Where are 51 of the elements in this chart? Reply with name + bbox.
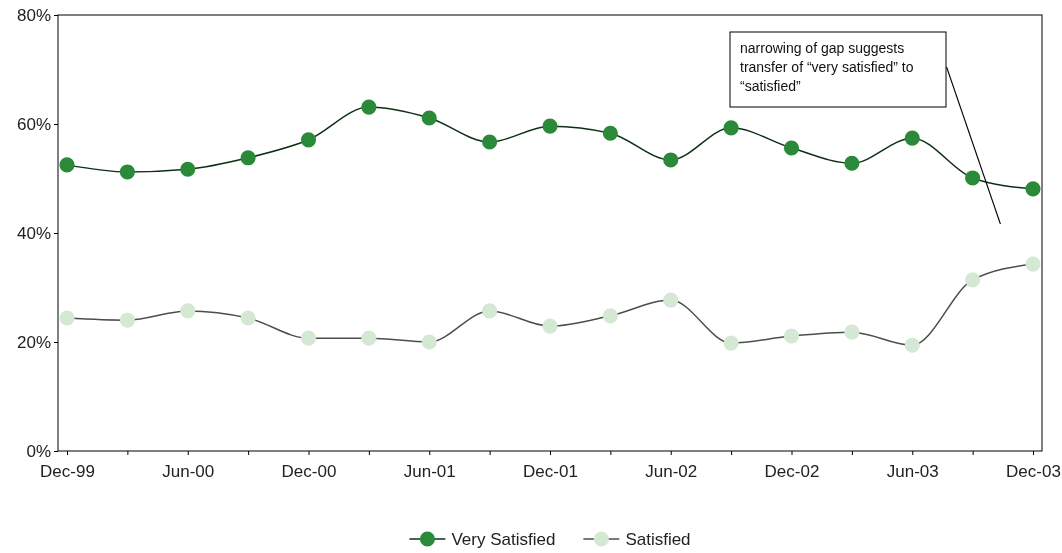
point [965,170,981,186]
point [240,150,256,166]
point [361,330,377,346]
point [723,120,739,136]
point [421,334,437,350]
x-tick-label: Dec-99 [40,461,95,481]
y-tick-label: 80% [16,5,51,25]
point [421,110,437,126]
y-tick-label: 60% [16,114,51,134]
point [482,134,498,150]
point [663,292,679,308]
y-tick-label: 20% [16,332,51,352]
x-tick-label: Dec-03 [1006,461,1061,481]
point [180,161,196,177]
point [844,324,860,340]
x-tick-label: Jun-00 [162,461,215,481]
point [602,308,618,324]
point [904,337,920,353]
point [663,152,679,168]
point [482,303,498,319]
legend-label: Very Satisfied [451,529,556,549]
point [542,118,558,134]
point [844,155,860,171]
point [904,130,920,146]
point [542,318,558,334]
point [723,335,739,351]
point [300,330,317,346]
point [602,125,618,141]
point [59,310,75,326]
point [783,328,800,344]
point [119,312,135,328]
point [240,310,256,326]
x-tick-label: Jun-03 [886,461,939,481]
point [300,132,317,148]
annotation: narrowing of gap suggests transfer of “very satisfied” to “satisfied” [740,40,914,94]
x-tick-label: Dec-02 [764,461,820,481]
point [1025,256,1041,272]
point [119,164,135,180]
point [59,157,75,173]
x-tick-label: Jun-02 [645,461,698,481]
point [180,303,196,319]
x-tick-label: Dec-01 [523,461,578,481]
point [361,99,377,115]
point [1025,181,1041,197]
y-tick-label: 40% [16,223,51,243]
x-tick-label: Dec-00 [281,461,337,481]
legend-label: Satisfied [625,529,691,549]
point [965,272,981,288]
point [783,140,800,156]
x-tick-label: Jun-01 [403,461,456,481]
y-tick-label: 0% [26,441,51,461]
